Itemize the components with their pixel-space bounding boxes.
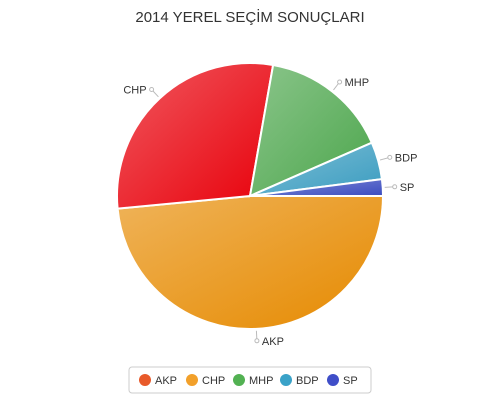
legend-marker-chp[interactable]	[186, 374, 198, 386]
legend-marker-sp[interactable]	[327, 374, 339, 386]
legend-box	[128, 366, 372, 394]
slices-layer	[116, 62, 385, 331]
label-dot-bdp	[387, 154, 393, 160]
pie-slice-sp[interactable]	[249, 178, 385, 197]
slice-label-mhp: MHP	[345, 77, 369, 89]
legend-label-chp[interactable]: CHP	[202, 375, 225, 387]
legend: AKP CHP MHP BDP SP	[128, 366, 372, 394]
slice-label-bdp: BDP	[395, 152, 418, 164]
pie-slice-chp[interactable]	[116, 62, 275, 210]
slice-label-chp: CHP	[123, 85, 146, 97]
chart-title: 2014 YEREL SEÇİM SONUÇLARI	[135, 8, 364, 26]
legend-label-mhp[interactable]: MHP	[249, 375, 273, 387]
label-dot-chp	[149, 87, 155, 92]
label-dot-mhp	[337, 79, 343, 85]
pie-slice-akp[interactable]	[116, 195, 385, 331]
slice-label-sp: SP	[400, 182, 415, 194]
pie-slice-mhp[interactable]	[248, 63, 374, 198]
legend-marker-mhp[interactable]	[233, 374, 245, 386]
legend-label-sp[interactable]: SP	[343, 375, 358, 387]
label-dot-akp	[254, 338, 260, 344]
label-dot-sp	[392, 184, 398, 190]
legend-label-bdp[interactable]: BDP	[296, 375, 319, 387]
legend-label-akp[interactable]: AKP	[155, 375, 177, 387]
legend-marker-bdp[interactable]	[280, 374, 292, 386]
slice-label-akp: AKP	[262, 336, 284, 348]
legend-marker-akp[interactable]	[139, 374, 151, 386]
slice-labels: AKP CHP MHP BDP SP	[123, 77, 417, 348]
